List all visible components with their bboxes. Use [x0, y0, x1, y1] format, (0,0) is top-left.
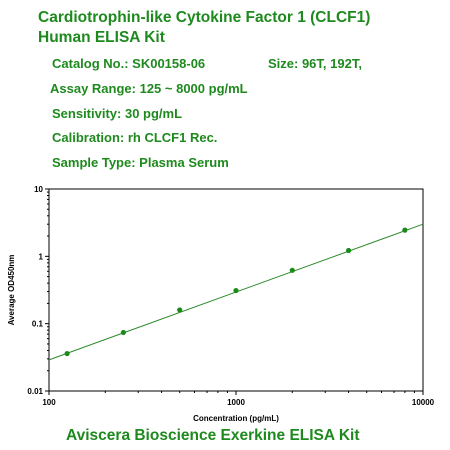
x-tick-label: 100 [42, 398, 56, 407]
data-point [120, 329, 127, 336]
sensitivity: Sensitivity: 30 pg/mL [52, 106, 183, 121]
chart-title: Cardiotrophin-like Cytokine Factor 1 (CL… [38, 8, 448, 48]
y-tick-label: 0.01 [27, 387, 43, 396]
x-axis-label: Concentration (pg/mL) [193, 414, 279, 423]
y-tick-label: 10 [34, 185, 43, 194]
data-point [177, 307, 183, 313]
data-point [402, 227, 408, 233]
footer-brand: Aviscera Bioscience Exerkine ELISA Kit [66, 427, 360, 444]
sample-type: Sample Type: Plasma Serum [52, 155, 229, 170]
assay-range: Assay Range: 125 ~ 8000 pg/mL [50, 81, 248, 96]
kit-size: Size: 96T, 192T, [268, 56, 362, 71]
data-point [64, 350, 70, 357]
y-tick-label: 1 [39, 252, 44, 261]
x-tick-label: 10000 [412, 398, 435, 407]
catalog-number: Catalog No.: SK00158-06 [52, 56, 206, 71]
title-line-1: Cardiotrophin-like Cytokine Factor 1 (CL… [38, 9, 371, 26]
y-tick-label: 0.1 [32, 320, 44, 329]
x-tick-label: 1000 [227, 398, 245, 407]
title-line-2: Human ELISA Kit [38, 29, 165, 46]
data-point [289, 267, 295, 273]
data-point [233, 287, 239, 294]
y-axis-label: Average OD450nm [7, 255, 16, 326]
calibration: Calibration: rh CLCF1 Rec. [52, 130, 218, 145]
data-point [345, 247, 352, 254]
